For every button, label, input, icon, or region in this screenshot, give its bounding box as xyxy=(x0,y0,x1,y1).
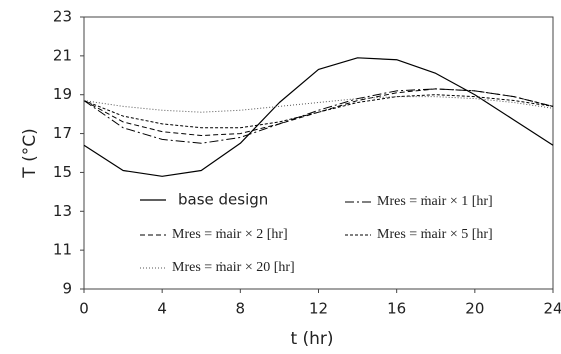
y-tick-label: 11 xyxy=(53,241,72,259)
series-line xyxy=(83,94,554,129)
x-tick-label: 4 xyxy=(157,300,167,318)
y-tick-label: 15 xyxy=(53,163,72,181)
y-tick-label: 21 xyxy=(53,46,72,64)
y-tick-label: 9 xyxy=(62,280,72,298)
series-line xyxy=(83,96,554,113)
legend-label: base design xyxy=(178,191,268,209)
legend-label: Mres = ṁair × 5 [hr] xyxy=(377,227,493,242)
series-line xyxy=(83,57,554,177)
y-tick-label: 19 xyxy=(53,85,72,103)
x-tick-label: 0 xyxy=(79,300,89,318)
y-tick-label: 23 xyxy=(53,8,72,26)
x-tick-label: 12 xyxy=(309,300,328,318)
x-tick-label: 16 xyxy=(387,300,406,318)
legend-label: Mres = ṁair × 20 [hr] xyxy=(172,260,295,275)
x-tick-label: 20 xyxy=(465,300,484,318)
y-axis-label: T (°C) xyxy=(20,128,40,178)
legend-label: Mres = ṁair × 1 [hr] xyxy=(377,194,493,209)
y-tick-label: 13 xyxy=(53,202,72,220)
plot-frame xyxy=(83,16,554,290)
x-tick-label: 24 xyxy=(543,300,561,318)
x-tick-label: 8 xyxy=(236,300,246,318)
legend-label: Mres = ṁair × 2 [hr] xyxy=(172,227,288,242)
y-tick-label: 17 xyxy=(53,124,72,142)
x-axis-label: t (hr) xyxy=(290,329,333,349)
